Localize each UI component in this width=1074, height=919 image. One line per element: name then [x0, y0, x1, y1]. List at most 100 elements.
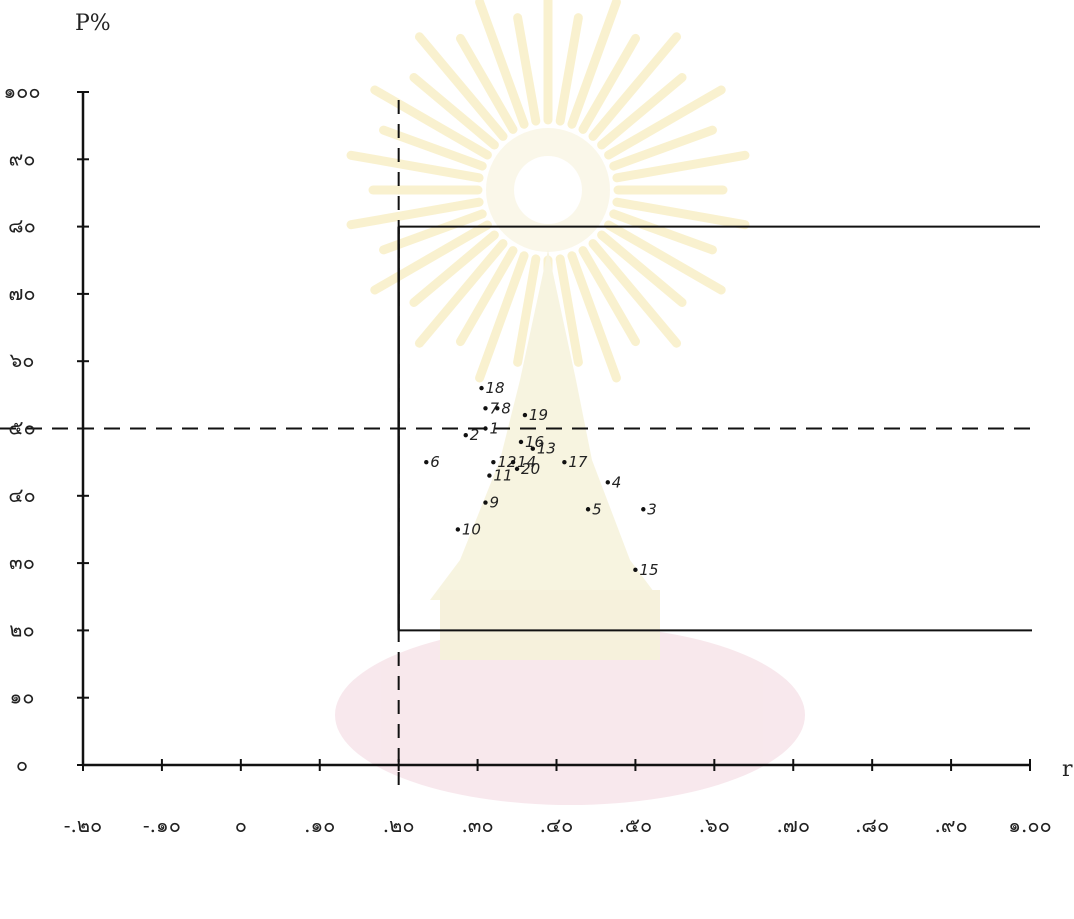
- data-point-label: 6: [430, 453, 440, 471]
- y-tick-label: ๑๐: [10, 685, 35, 709]
- data-point: [487, 473, 492, 478]
- reference-lines: [0, 100, 1040, 785]
- data-point: [495, 406, 500, 411]
- y-tick-label: ๖๐: [10, 348, 35, 372]
- data-point-label: 11: [493, 467, 512, 485]
- y-tick-label: ๓๐: [9, 550, 35, 574]
- data-point: [483, 426, 488, 431]
- data-point: [483, 406, 488, 411]
- university-emblem-watermark: [335, 0, 805, 805]
- data-point-label: 8: [501, 399, 511, 417]
- x-tick-label: .๙๐: [934, 813, 967, 837]
- emblem-ray: [588, 239, 682, 348]
- data-point: [514, 466, 520, 472]
- data-point-label: 16: [525, 433, 544, 451]
- emblem-ray: [414, 239, 508, 348]
- data-point: [479, 385, 484, 391]
- emblem-ray: [612, 197, 750, 230]
- emblem-ray: [346, 150, 484, 183]
- emblem-ray: [604, 220, 726, 295]
- emblem-ray: [513, 254, 541, 367]
- y-axis-label: P%: [75, 11, 111, 36]
- emblem-ray: [597, 73, 687, 150]
- emblem-ray: [555, 254, 583, 367]
- y-tick-label: ๕๐: [8, 416, 35, 440]
- data-point-label: 20: [521, 460, 540, 478]
- data-point-label: 2: [470, 426, 480, 444]
- emblem-ray: [409, 73, 499, 150]
- data-point-label: 12: [497, 453, 516, 471]
- emblem-ray: [456, 246, 518, 347]
- emblem-ray: [609, 209, 717, 255]
- x-tick-label: ๐: [235, 813, 247, 837]
- x-tick-label: .๔๐: [540, 813, 574, 837]
- y-tick-label: ๘๐: [8, 214, 36, 238]
- x-axis-ticks: -.๒๐ -.๑๐ ๐ .๑๐ .๒๐ .๓๐ .๔๐ .๕๐ .๖๐ .๗๐ .๘๐ .๙๐ ๑.๐๐: [64, 759, 1052, 837]
- y-tick-label: ๐: [16, 752, 28, 776]
- emblem-ray: [555, 13, 583, 126]
- data-point-label: 7: [489, 399, 499, 417]
- data-point-label: 1: [489, 420, 499, 438]
- data-point: [585, 507, 591, 512]
- emblem-ray: [567, 251, 621, 383]
- x-axis-label: r: [1062, 757, 1073, 782]
- y-tick-label: ๑๐๐: [3, 79, 40, 103]
- y-tick-label: ๔๐: [8, 483, 35, 507]
- emblem-ray: [370, 85, 492, 160]
- emblem-ray: [409, 230, 499, 307]
- x-tick-label: .๖๐: [699, 813, 730, 837]
- emblem-ray: [414, 32, 508, 141]
- data-point: [483, 500, 488, 505]
- emblem-ray: [578, 246, 640, 347]
- x-tick-label: .๗๐: [776, 813, 810, 837]
- data-point-label: 9: [489, 494, 499, 512]
- data-point: [605, 480, 610, 485]
- emblem-ray: [597, 230, 687, 307]
- emblem-ray: [578, 33, 640, 134]
- data-point-label: 18: [486, 379, 505, 397]
- y-tick-label: ๒๐: [9, 617, 34, 641]
- emblem-ray: [588, 32, 682, 141]
- data-point: [510, 459, 516, 465]
- x-tick-label: .๘๐: [855, 813, 889, 837]
- emblem-ray: [370, 220, 492, 295]
- emblem-ray: [612, 150, 750, 183]
- data-point-label: 17: [568, 453, 588, 471]
- emblem-ray: [567, 0, 621, 129]
- data-point: [641, 507, 646, 512]
- emblem-ray: [475, 251, 529, 383]
- data-point: [530, 446, 536, 451]
- data-point-label: 4: [612, 473, 622, 491]
- emblem-ray: [379, 209, 487, 255]
- x-tick-label: -.๑๐: [143, 813, 181, 837]
- data-point: [562, 459, 567, 465]
- x-tick-label: .๓๐: [461, 813, 493, 837]
- x-tick-label: .๒๐: [383, 813, 415, 837]
- x-tick-label: ๑.๐๐: [1008, 813, 1051, 837]
- emblem-ray: [456, 33, 518, 134]
- data-point: [518, 439, 524, 445]
- x-tick-label: -.๒๐: [64, 813, 103, 837]
- emblem-ray: [513, 13, 541, 126]
- data-point: [522, 412, 528, 418]
- x-tick-label: .๕๐: [619, 813, 653, 837]
- data-point: [424, 459, 429, 465]
- data-point-label: 5: [592, 500, 602, 518]
- data-point-label: 19: [529, 406, 548, 424]
- emblem-ray: [379, 125, 487, 171]
- data-point: [633, 567, 638, 573]
- data-point-label: 13: [537, 440, 556, 458]
- data-point: [455, 527, 461, 532]
- data-point-label: 3: [647, 500, 657, 518]
- data-point-label: 10: [462, 520, 481, 538]
- data-point-label: 15: [639, 561, 658, 579]
- emblem-ray: [604, 85, 726, 160]
- y-axis-ticks: ๐ ๑๐ ๒๐ ๓๐ ๔๐ ๕๐ ๖๐ ๗๐ ๘๐ ๙๐ ๑๐๐: [3, 79, 89, 776]
- data-point: [491, 459, 496, 465]
- emblem-ray: [346, 197, 484, 230]
- data-point-label: 14: [517, 453, 536, 471]
- y-tick-label: ๙๐: [9, 146, 36, 170]
- emblem-ray: [475, 0, 529, 129]
